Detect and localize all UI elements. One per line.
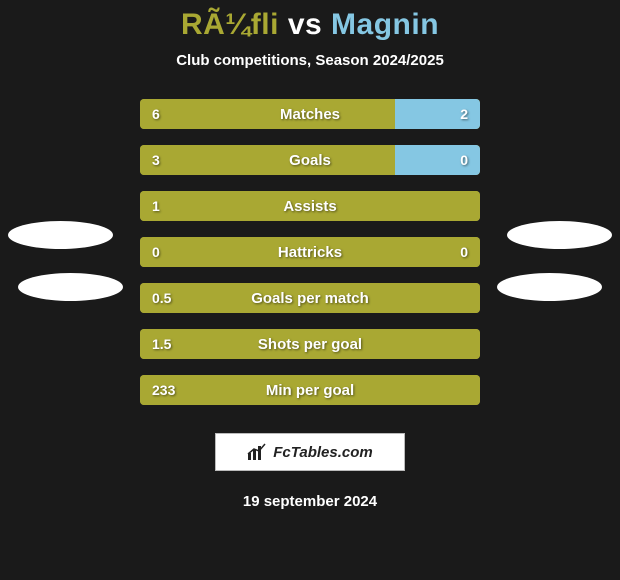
stat-segment-right (395, 99, 480, 129)
team-marker-right (497, 273, 602, 301)
stat-bars: Matches62 Goals30 Assists1 Hattricks00 Goals… (140, 99, 480, 405)
stat-segment-left (140, 145, 395, 175)
stat-row: Matches62 (140, 99, 480, 129)
watermark-badge: FcTables.com (215, 433, 405, 471)
stat-segment-left (140, 237, 480, 267)
stat-segment-left (140, 283, 480, 313)
title-player2: Magnin (331, 8, 439, 41)
stat-segment-left (140, 375, 480, 405)
stat-row: Shots per goal1.5 (140, 329, 480, 359)
team-marker-left (18, 273, 123, 301)
stat-row: Min per goal233 (140, 375, 480, 405)
stat-segment-left (140, 329, 480, 359)
title-player1: RÃ¼fli (181, 8, 279, 41)
subtitle: Club competitions, Season 2024/2025 (0, 52, 620, 69)
team-marker-left (8, 221, 113, 249)
date-text: 19 september 2024 (0, 493, 620, 510)
stat-segment-right (395, 145, 480, 175)
stat-segment-left (140, 99, 395, 129)
title-connector: vs (288, 8, 322, 41)
page-title: RÃ¼fli vs Magnin (0, 8, 620, 42)
watermark-text: FcTables.com (273, 444, 372, 461)
stat-row: Hattricks00 (140, 237, 480, 267)
stat-segment-left (140, 191, 480, 221)
stat-row: Goals30 (140, 145, 480, 175)
chart-icon (247, 443, 267, 461)
stat-row: Assists1 (140, 191, 480, 221)
stat-row: Goals per match0.5 (140, 283, 480, 313)
chart-area: Matches62 Goals30 Assists1 Hattricks00 Goals… (0, 99, 620, 405)
comparison-infographic: RÃ¼fli vs Magnin Club competitions, Seas… (0, 0, 620, 580)
team-marker-right (507, 221, 612, 249)
